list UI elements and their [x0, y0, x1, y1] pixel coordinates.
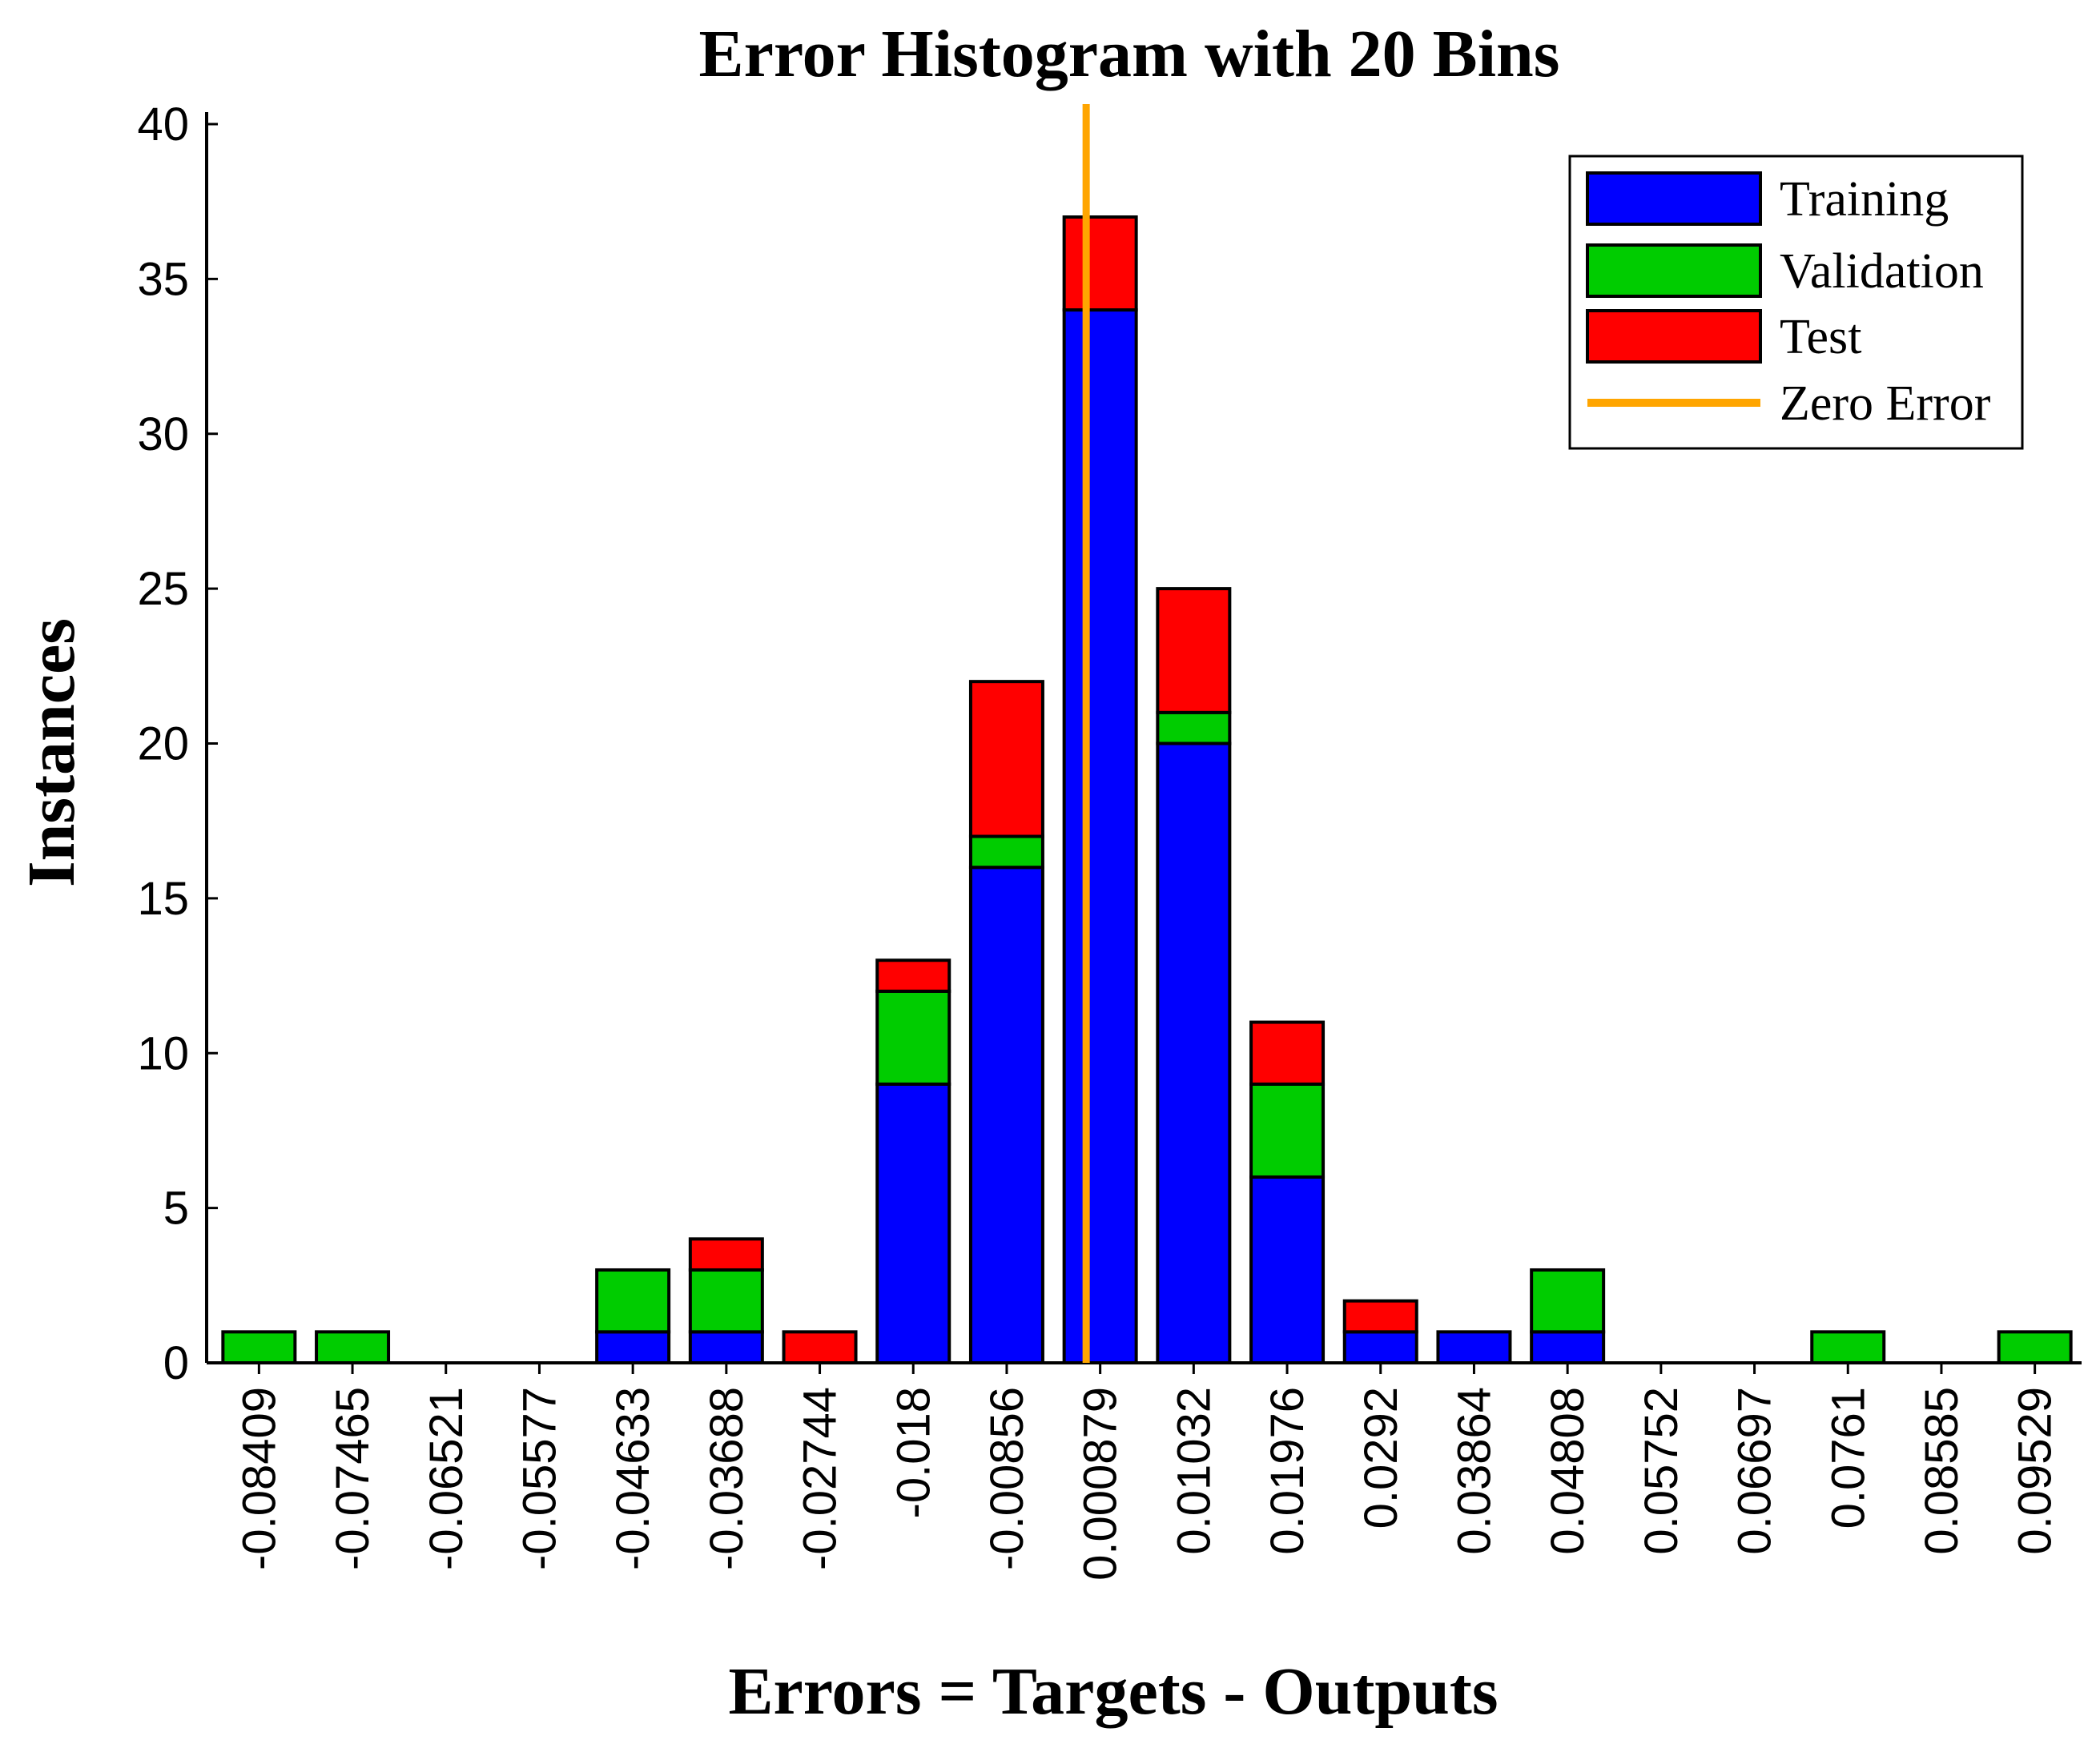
- bar-validation-14: [1530, 1268, 1606, 1334]
- x-tick-label: -0.04633: [607, 1387, 659, 1570]
- bar-test-10: [1156, 587, 1232, 714]
- y-tick-label: 20: [137, 718, 189, 770]
- x-tick-label: 0.08585: [1916, 1387, 1968, 1555]
- chart-title: Error Histogram with 20 Bins: [699, 17, 1560, 91]
- bar-validation-1: [315, 1330, 391, 1364]
- x-axis: -0.08409 -0.07465 -0.06521 -0.05577 -0.04633…: [207, 1361, 2082, 1581]
- x-tick-label: -0.03688: [701, 1387, 753, 1570]
- x-tick-label: 0.0761: [1822, 1387, 1874, 1529]
- bar-test-7: [875, 958, 951, 993]
- x-tick-label: 0.000879: [1075, 1387, 1127, 1581]
- x-tick-label: -0.07465: [327, 1387, 379, 1570]
- x-tick-label: 0.05752: [1635, 1387, 1688, 1555]
- legend-label-test: Test: [1780, 310, 1861, 364]
- legend-swatch-test: [1586, 309, 1762, 364]
- y-axis-label: Instances: [14, 618, 89, 887]
- bar-training-10: [1156, 741, 1232, 1364]
- bar-test-9: [1062, 215, 1138, 312]
- x-tick-label: 0.03864: [1448, 1387, 1500, 1555]
- x-tick-label: 0.01976: [1261, 1387, 1314, 1555]
- bar-test-12: [1342, 1299, 1418, 1334]
- legend: Training Validation Test Zero Error: [1568, 155, 2024, 450]
- bar-test-6: [782, 1330, 858, 1364]
- x-tick-label: -0.00856: [981, 1387, 1033, 1570]
- bar-training-8: [968, 866, 1044, 1364]
- bar-validation-4: [595, 1268, 671, 1334]
- x-tick-label: 0.09529: [2009, 1387, 2062, 1555]
- bar-validation-19: [1997, 1330, 2073, 1364]
- bar-validation-17: [1810, 1330, 1886, 1364]
- x-tick-label: -0.08409: [233, 1387, 285, 1570]
- bar-validation-7: [875, 989, 951, 1086]
- legend-label-training: Training: [1780, 172, 1949, 227]
- bar-validation-5: [688, 1268, 764, 1334]
- bar-validation-0: [221, 1330, 297, 1364]
- legend-swatch-validation: [1586, 243, 1762, 298]
- y-tick-label: 25: [137, 563, 189, 615]
- bar-training-14: [1530, 1330, 1606, 1364]
- bar-test-8: [968, 680, 1044, 838]
- y-tick-label: 15: [137, 873, 189, 925]
- bar-training-13: [1436, 1330, 1512, 1364]
- bar-training-12: [1342, 1330, 1418, 1364]
- y-tick-label: 0: [163, 1337, 189, 1389]
- y-tick-label: 5: [163, 1183, 189, 1235]
- bar-test-5: [688, 1237, 764, 1272]
- y-tick-label: 40: [137, 98, 189, 151]
- bar-training-7: [875, 1082, 951, 1365]
- legend-label-validation: Validation: [1780, 244, 1984, 299]
- y-tick-label: 10: [137, 1027, 189, 1079]
- bar-validation-11: [1249, 1082, 1326, 1179]
- x-tick-label: 0.0292: [1355, 1387, 1407, 1529]
- bar-training-11: [1249, 1175, 1326, 1364]
- x-tick-label: 0.01032: [1168, 1387, 1220, 1555]
- y-tick-label: 35: [137, 253, 189, 305]
- x-tick-label: 0.04808: [1542, 1387, 1594, 1555]
- bars-group: [221, 215, 2073, 1365]
- y-axis: 0 5 10 15 20 25 30 35 40: [137, 98, 218, 1389]
- legend-swatch-training: [1586, 171, 1762, 226]
- bar-training-4: [595, 1330, 671, 1364]
- x-tick-label: -0.05577: [513, 1387, 565, 1570]
- bar-training-9: [1062, 308, 1138, 1364]
- x-tick-label: -0.06521: [420, 1387, 473, 1570]
- bar-test-11: [1249, 1020, 1326, 1086]
- bar-validation-10: [1156, 710, 1232, 745]
- y-tick-label: 30: [137, 408, 189, 460]
- x-axis-label: Errors = Targets - Outputs: [728, 1654, 1498, 1729]
- legend-label-zero-error: Zero Error: [1780, 376, 1991, 431]
- x-tick-label: -0.02744: [795, 1387, 847, 1570]
- x-tick-label: -0.018: [887, 1387, 939, 1518]
- bar-validation-8: [968, 834, 1044, 870]
- bar-training-5: [688, 1330, 764, 1364]
- x-tick-label: 0.06697: [1729, 1387, 1781, 1555]
